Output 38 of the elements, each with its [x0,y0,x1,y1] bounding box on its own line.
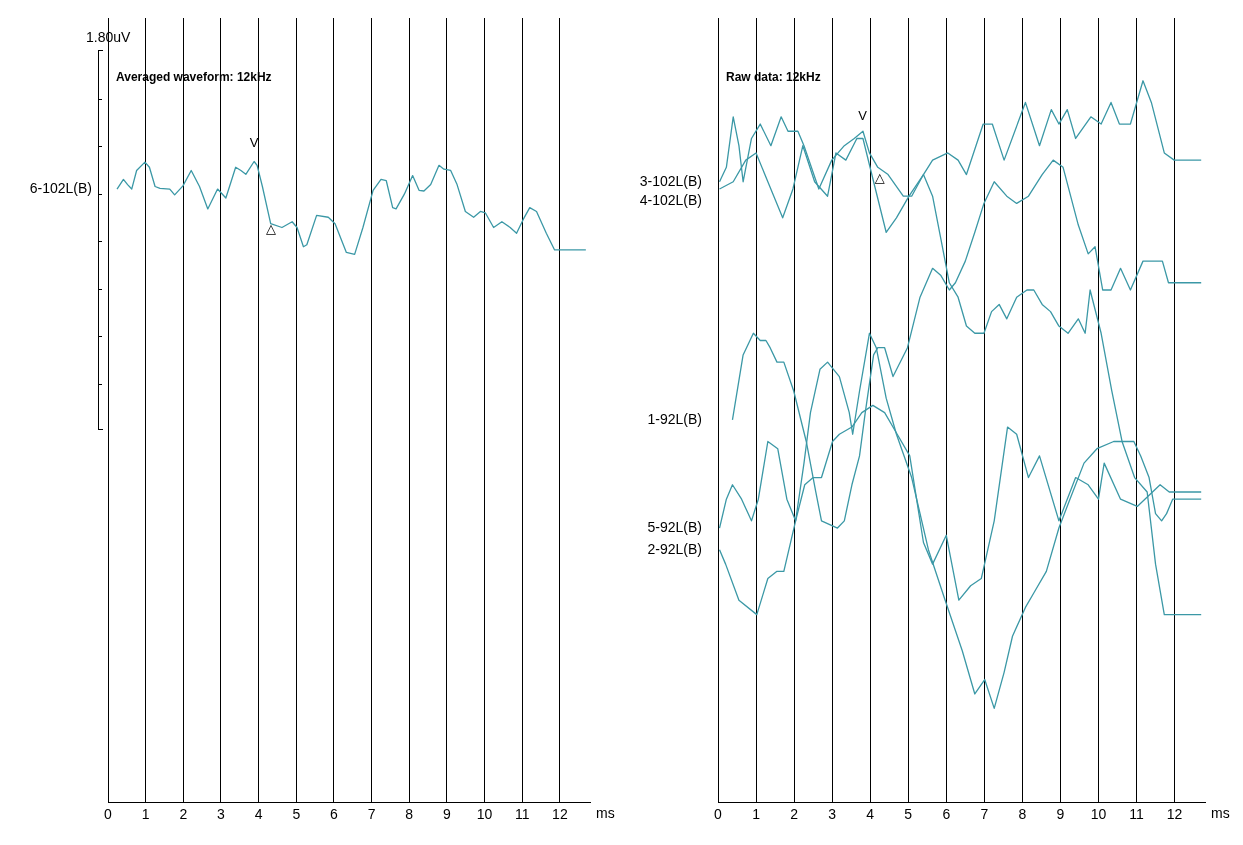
series-label: 4-102L(B) [639,191,702,208]
x-tick-label: 12 [552,806,568,823]
x-tick-label: 12 [1166,806,1183,823]
x-tick-label: 5 [904,806,913,823]
annotation: △ [874,170,885,186]
x-tick-label: 3 [828,806,837,823]
x-tick-label: 4 [254,806,263,823]
x-tick-label: 0 [104,806,113,823]
x-axis-title: ms [1211,805,1230,822]
x-tick-label: 6 [942,806,951,823]
annotation: V [858,108,868,124]
x-tick-label: 11 [1129,806,1144,823]
x-tick-label: 10 [476,806,493,823]
x-tick-label: 8 [405,806,414,823]
x-tick-label: 1 [752,806,761,823]
x-tick-label: 4 [866,806,875,823]
x-tick-label: 1 [141,806,150,823]
x-tick-label: 9 [1056,806,1065,823]
x-tick-label: 7 [980,806,989,823]
x-tick-label: 6 [330,806,339,823]
series-label: 6-102L(B) [29,179,92,196]
series-label: 3-102L(B) [639,172,702,189]
series-label: 5-92L(B) [647,518,702,535]
x-tick-label: 8 [1018,806,1027,823]
x-tick-label: 2 [790,806,799,823]
x-tick-label: 9 [443,806,452,823]
annotation: △ [265,221,276,237]
series-label: 2-92L(B) [647,540,702,557]
text: V [249,135,259,151]
x-tick-label: 5 [292,806,301,823]
x-axis-title: ms [596,805,615,822]
text: 1-92L(B) [647,410,702,427]
x-tick-label: 7 [367,806,376,823]
x-tick-label: 0 [714,806,723,823]
x-tick-label: 3 [217,806,226,823]
x-tick-label: 2 [179,806,188,823]
x-tick-label: 10 [1090,806,1107,823]
x-tick-label: 11 [514,806,530,823]
